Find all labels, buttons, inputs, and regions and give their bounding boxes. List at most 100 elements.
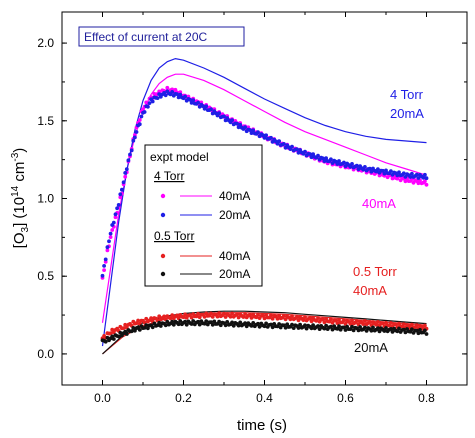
data-point: [262, 316, 267, 321]
data-point: [196, 311, 201, 316]
data-point: [230, 118, 235, 123]
data-point: [322, 320, 327, 325]
data-point: [150, 99, 155, 104]
data-point: [249, 316, 254, 320]
data-point: [243, 321, 248, 325]
data-point: [288, 317, 293, 322]
data-point: [116, 203, 121, 207]
data-point: [146, 326, 150, 331]
data-point: [126, 158, 131, 163]
data-point: [350, 162, 354, 166]
y-tick-label: 1.0: [37, 192, 54, 206]
data-point: [337, 324, 341, 329]
data-point: [395, 329, 400, 334]
data-point: [416, 181, 421, 186]
legend-marker-05torr-20ma: [160, 271, 166, 277]
data-point: [395, 173, 400, 178]
data-point: [270, 325, 275, 330]
data-point: [390, 176, 395, 181]
legend-marker-4torr-20ma: [160, 212, 166, 218]
x-tick-label: 0.4: [256, 391, 273, 405]
data-point: [316, 153, 320, 158]
data-point: [103, 339, 108, 344]
data-point: [230, 320, 235, 325]
data-point: [309, 326, 314, 331]
data-point: [196, 100, 201, 105]
data-point: [337, 159, 341, 163]
data-point: [304, 326, 309, 331]
data-point: [295, 315, 299, 319]
data-point: [217, 319, 222, 324]
data-point: [100, 273, 105, 278]
data-point: [142, 326, 147, 330]
data-point: [308, 316, 312, 321]
data-point: [222, 311, 226, 316]
data-point: [295, 147, 299, 152]
data-point: [354, 163, 359, 168]
data-point: [296, 150, 301, 155]
data-point: [342, 160, 346, 165]
data-point: [283, 325, 288, 330]
data-point: [410, 171, 414, 176]
legend-label-4torr-40ma: 40mA: [219, 189, 250, 203]
data-point: [363, 319, 367, 323]
data-point: [348, 321, 353, 326]
data-point: [264, 133, 268, 138]
data-point: [105, 248, 110, 253]
data-point: [283, 317, 288, 322]
data-point: [223, 315, 228, 319]
data-point: [124, 167, 129, 172]
series-points-4-torr-20ma-expt: [100, 89, 429, 278]
data-point: [298, 322, 302, 327]
chart-title: Effect of current at 20C: [84, 30, 208, 44]
data-point: [322, 159, 327, 164]
data-point: [424, 182, 429, 187]
data-point: [124, 332, 129, 336]
data-point: [244, 324, 249, 329]
data-point: [118, 195, 123, 200]
data-point: [416, 176, 421, 180]
data-point: [403, 330, 408, 335]
data-point: [296, 326, 301, 330]
data-point: [376, 167, 380, 172]
data-point: [251, 128, 256, 133]
data-point: [309, 319, 314, 324]
data-point: [137, 328, 142, 332]
data-point: [225, 320, 230, 324]
data-point: [191, 98, 196, 103]
data-point: [377, 173, 382, 178]
data-point: [322, 326, 327, 331]
data-point: [113, 212, 118, 217]
data-point: [251, 321, 256, 325]
data-point: [382, 171, 387, 176]
legend-group-4torr: 4 Torr: [154, 169, 184, 183]
y-axis-ticks: 0.0 0.5 1.0 1.5 2.0: [37, 36, 467, 361]
data-point: [162, 314, 167, 319]
data-point: [269, 313, 273, 318]
data-point: [178, 319, 183, 323]
data-point: [320, 156, 325, 161]
annotation-4torr-40ma: 40mA: [362, 196, 396, 211]
data-point: [256, 312, 260, 317]
data-point: [181, 315, 186, 320]
data-point: [376, 326, 380, 330]
data-point: [249, 324, 254, 328]
data-point: [137, 122, 142, 127]
y-axis-label: [O3] (1014 cm-3): [10, 148, 31, 249]
data-point: [168, 316, 173, 321]
data-point: [317, 327, 322, 331]
data-point: [282, 313, 286, 318]
data-point: [165, 319, 170, 324]
data-point: [170, 313, 175, 317]
data-point: [163, 323, 168, 328]
data-point: [235, 121, 239, 126]
data-point: [354, 319, 359, 323]
data-point: [223, 323, 228, 328]
data-point: [178, 92, 183, 97]
y-tick-label: 2.0: [37, 36, 54, 50]
annotation-4torr-20ma: 20mA: [390, 106, 424, 121]
y-tick-label: 0.0: [37, 347, 54, 361]
data-point: [170, 319, 175, 324]
legend-group-05torr: 0.5 Torr: [154, 229, 194, 243]
y-tick-label: 1.5: [37, 114, 54, 128]
